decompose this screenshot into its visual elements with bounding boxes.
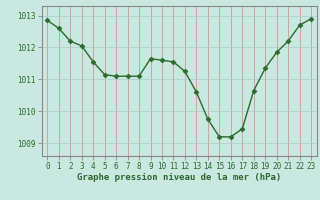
X-axis label: Graphe pression niveau de la mer (hPa): Graphe pression niveau de la mer (hPa)	[77, 173, 281, 182]
